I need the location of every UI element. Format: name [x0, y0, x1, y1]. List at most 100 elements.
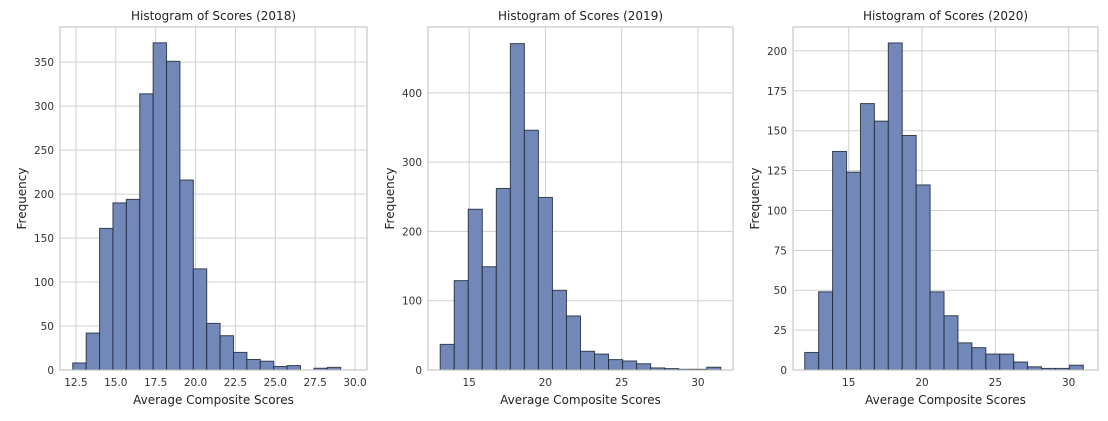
histogram-bar [85, 332, 101, 371]
histogram-bar [453, 280, 469, 371]
histogram-bar [1013, 361, 1029, 371]
histogram-bar [233, 351, 248, 371]
x-tick-label: 25 [989, 377, 1002, 389]
x-tick-label: 22.5 [224, 377, 247, 389]
histogram-bar [901, 134, 917, 371]
y-tick-label: 200 [34, 189, 54, 201]
x-tick-label: 30 [1062, 377, 1075, 389]
x-tick-label: 15 [462, 377, 475, 389]
y-tick-label: 400 [402, 88, 422, 100]
histogram-bar [915, 184, 931, 371]
chart-title: Histogram of Scores (2018) [131, 9, 296, 23]
x-tick-label: 17.5 [144, 377, 167, 389]
histogram-bar [72, 362, 87, 371]
y-tick-label: 75 [774, 245, 787, 257]
x-tick-label: 20 [539, 377, 552, 389]
histogram-bar [152, 42, 168, 371]
plot-frame [427, 26, 734, 371]
x-tick-label: 20.0 [184, 377, 207, 389]
histogram-panel-2: Histogram of Scores (2020) 0 25 50 75 100 125 1… [748, 9, 1099, 407]
histogram-bar [537, 196, 553, 371]
x-tick-label: 20 [915, 377, 928, 389]
chart-title: Histogram of Scores (2020) [863, 9, 1028, 23]
histogram-bar [125, 198, 141, 371]
y-tick-label: 200 [767, 46, 787, 58]
y-tick-label: 50 [41, 321, 54, 333]
histogram-bar [565, 315, 581, 371]
histogram-bar [259, 360, 275, 371]
y-tick-label: 0 [780, 365, 787, 377]
chart-title: Histogram of Scores (2019) [498, 9, 663, 23]
histogram-bar [873, 120, 889, 371]
histogram-bar [957, 342, 973, 371]
x-tick-label: 30.0 [343, 377, 366, 389]
y-tick-label: 200 [402, 226, 422, 238]
histogram-bar [551, 289, 567, 371]
x-axis-label: Average Composite Scores [500, 393, 661, 407]
histogram-bar [832, 150, 848, 371]
histogram-bar [246, 358, 261, 371]
histogram-bar [179, 179, 194, 371]
x-tick-label: 12.5 [64, 377, 87, 389]
y-axis-label: Frequency [15, 168, 29, 230]
histogram-bar [523, 129, 539, 371]
histogram-bar [929, 291, 945, 371]
y-axis-label: Frequency [383, 168, 397, 230]
y-tick-label: 25 [774, 325, 787, 337]
y-tick-label: 175 [767, 86, 787, 98]
y-tick-label: 125 [767, 166, 787, 178]
histogram-bar [495, 187, 511, 371]
y-tick-label: 0 [415, 365, 422, 377]
histogram-bar [846, 171, 861, 371]
histogram-bar [273, 365, 288, 371]
histogram-bar [985, 353, 1001, 371]
histogram-bar [636, 363, 652, 371]
histogram-bar [166, 60, 181, 371]
histogram-bar [481, 266, 497, 371]
histogram-bar [219, 335, 235, 371]
y-tick-label: 100 [402, 296, 422, 308]
histogram-bar [286, 365, 301, 371]
histogram-bar [439, 343, 455, 371]
x-tick-label: 27.5 [303, 377, 326, 389]
histogram-bar [1068, 364, 1084, 371]
y-tick-label: 250 [34, 145, 54, 157]
x-tick-label: 25 [615, 377, 628, 389]
y-tick-label: 350 [34, 57, 54, 69]
x-axis-label: Average Composite Scores [133, 393, 294, 407]
histogram-bar [887, 42, 903, 371]
y-tick-label: 150 [767, 126, 787, 138]
y-tick-label: 100 [34, 277, 54, 289]
histogram-bar [580, 350, 596, 371]
histogram-bar [206, 322, 221, 371]
histogram-bar [622, 360, 638, 371]
y-tick-label: 300 [34, 101, 54, 113]
histogram-bar [509, 43, 525, 371]
y-axis-label: Frequency [748, 168, 762, 230]
histogram-bar [804, 351, 820, 371]
plot-frame [792, 26, 1099, 371]
x-tick-label: 30 [691, 377, 704, 389]
histogram-bar [999, 353, 1015, 371]
histogram-bar [99, 227, 114, 371]
x-tick-label: 15.0 [104, 377, 127, 389]
histogram-bar [859, 103, 875, 371]
histogram-bar [971, 347, 987, 371]
histogram-bar [139, 93, 154, 371]
histogram-bar [467, 208, 483, 371]
histogram-bar [818, 291, 834, 371]
histogram-bar [112, 202, 127, 371]
x-axis-label: Average Composite Scores [865, 393, 1026, 407]
y-tick-label: 300 [402, 157, 422, 169]
y-tick-label: 50 [774, 285, 787, 297]
histogram-bar [943, 315, 959, 371]
x-tick-label: 15 [842, 377, 855, 389]
histogram-panel-1: Histogram of Scores (2019) 0 100 200 300 400 1… [383, 9, 734, 407]
histogram-panel-0: Histogram of Scores (2018) 0 50 100 150 200 25… [15, 9, 368, 407]
histogram-bar [192, 268, 208, 371]
plot-frame [59, 26, 368, 371]
x-tick-label: 25.0 [264, 377, 287, 389]
histogram-bar [594, 353, 610, 371]
y-tick-label: 0 [47, 365, 54, 377]
